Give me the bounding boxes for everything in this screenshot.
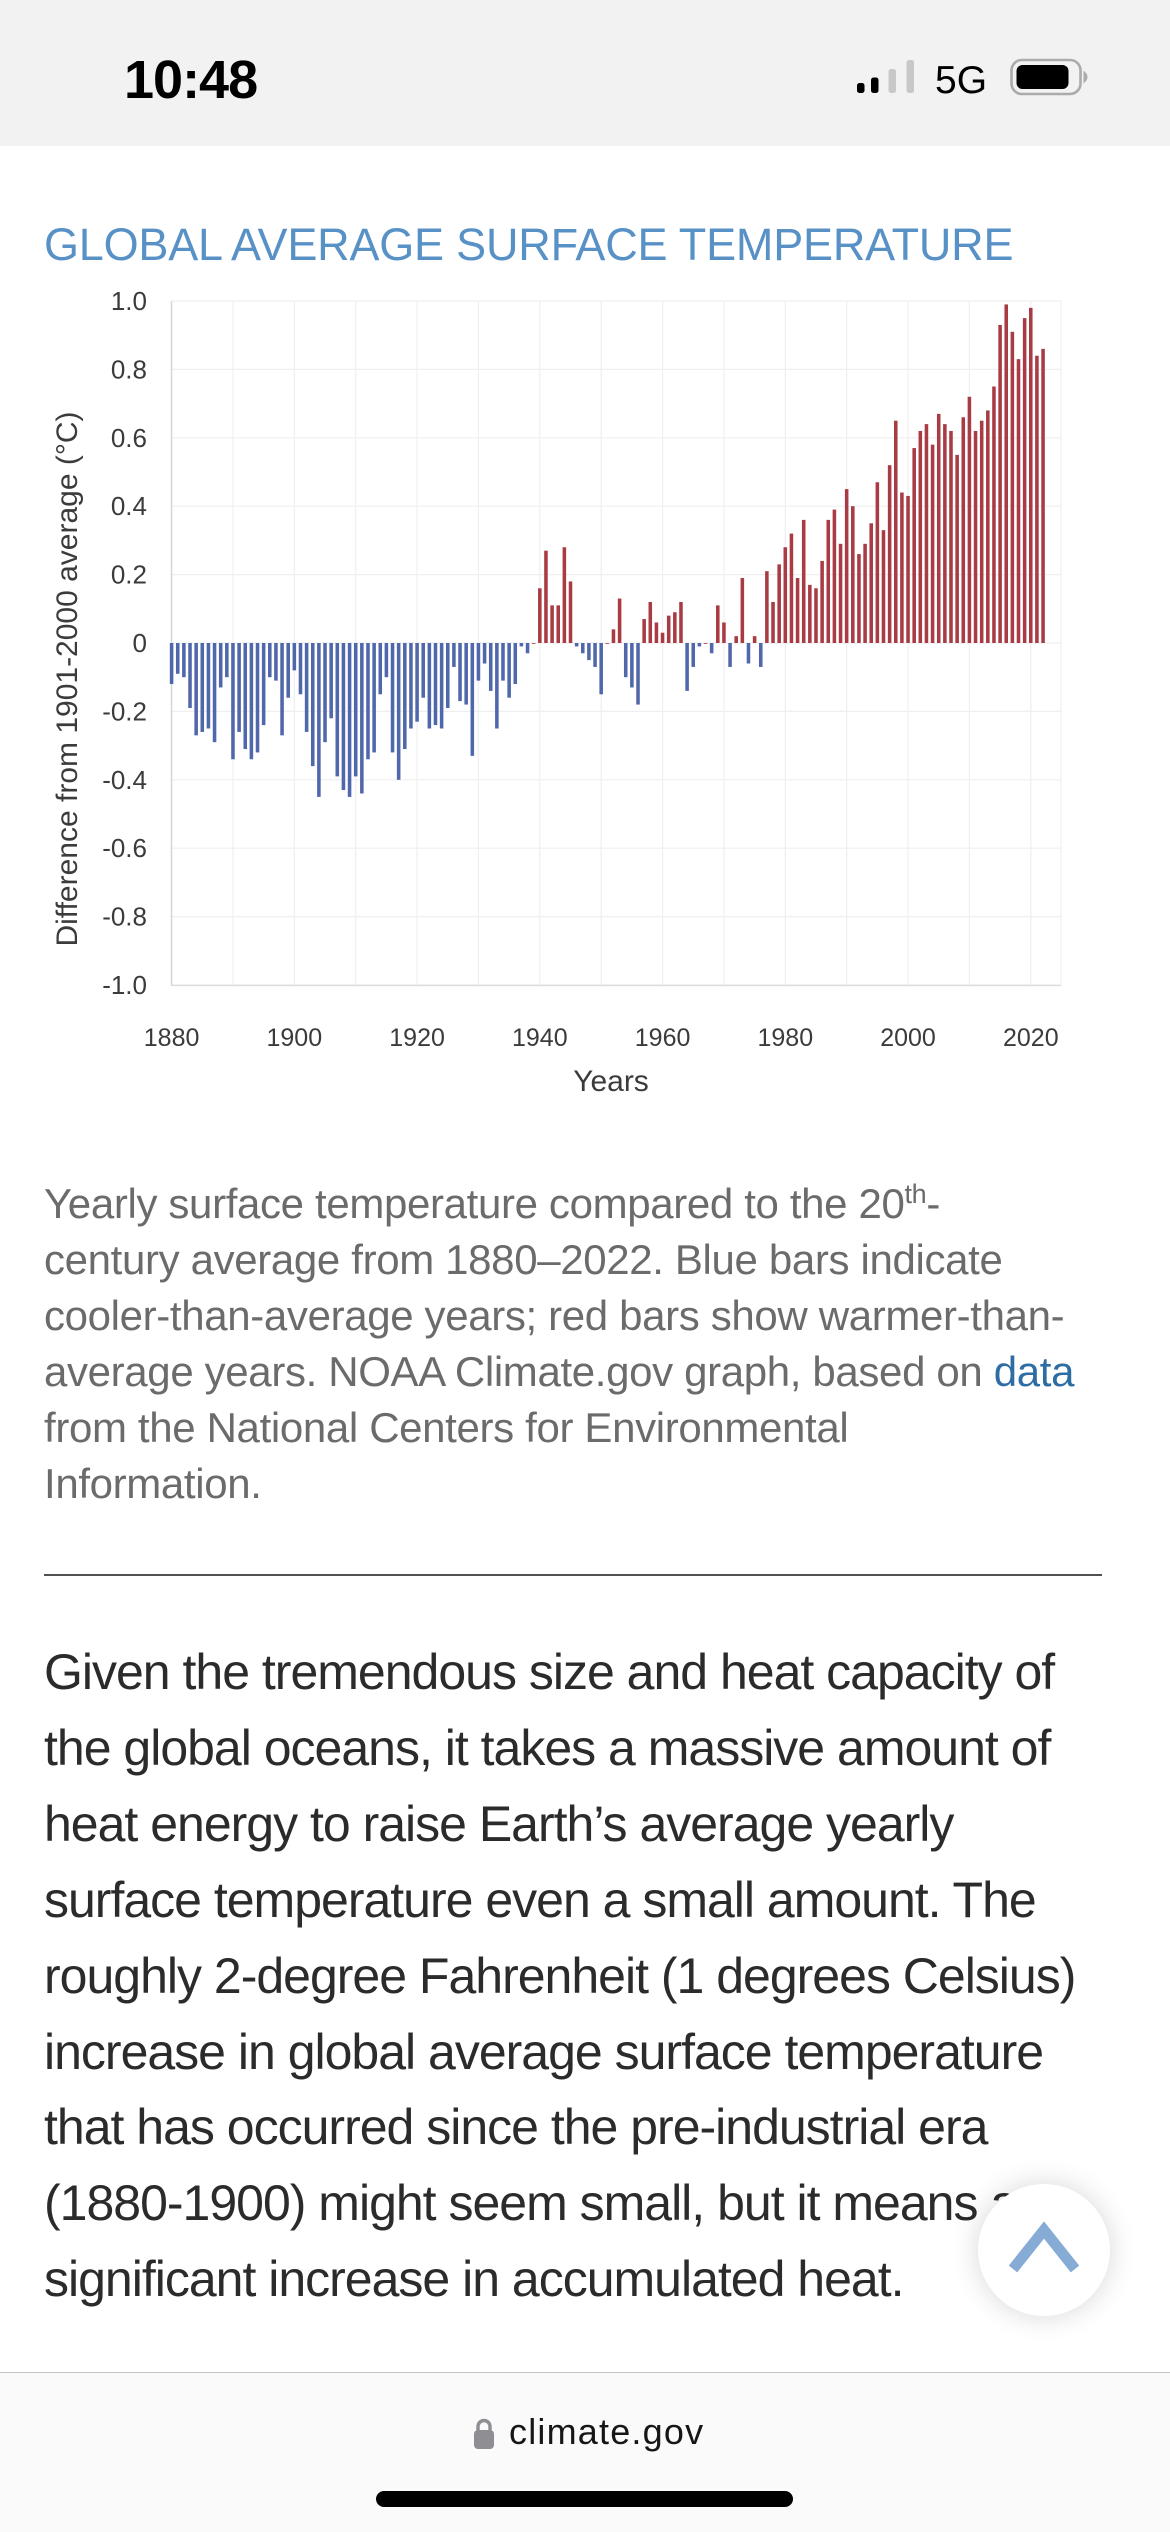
svg-text:Years: Years bbox=[573, 1065, 649, 1098]
svg-text:2000: 2000 bbox=[880, 1024, 936, 1052]
svg-text:-0.2: -0.2 bbox=[102, 696, 147, 726]
svg-text:1920: 1920 bbox=[389, 1024, 445, 1052]
svg-text:0.2: 0.2 bbox=[111, 560, 147, 590]
svg-text:0.6: 0.6 bbox=[111, 423, 147, 453]
svg-text:0.8: 0.8 bbox=[111, 354, 147, 384]
svg-text:1940: 1940 bbox=[512, 1024, 568, 1052]
svg-text:1900: 1900 bbox=[266, 1024, 322, 1052]
svg-text:1980: 1980 bbox=[757, 1024, 813, 1052]
svg-text:Difference from 1901-2000 aver: Difference from 1901-2000 average (°C) bbox=[51, 411, 84, 946]
svg-text:1960: 1960 bbox=[635, 1024, 691, 1052]
svg-text:-0.4: -0.4 bbox=[102, 765, 147, 795]
svg-text:1880: 1880 bbox=[144, 1024, 200, 1052]
svg-text:-1.0: -1.0 bbox=[102, 970, 147, 1000]
svg-text:2020: 2020 bbox=[1003, 1024, 1059, 1052]
svg-text:0: 0 bbox=[133, 628, 147, 658]
svg-text:5G: 5G bbox=[935, 59, 987, 102]
svg-text:1.0: 1.0 bbox=[111, 286, 147, 316]
svg-text:-0.8: -0.8 bbox=[102, 902, 147, 932]
svg-text:-0.6: -0.6 bbox=[102, 833, 147, 863]
svg-text:0.4: 0.4 bbox=[111, 491, 147, 521]
